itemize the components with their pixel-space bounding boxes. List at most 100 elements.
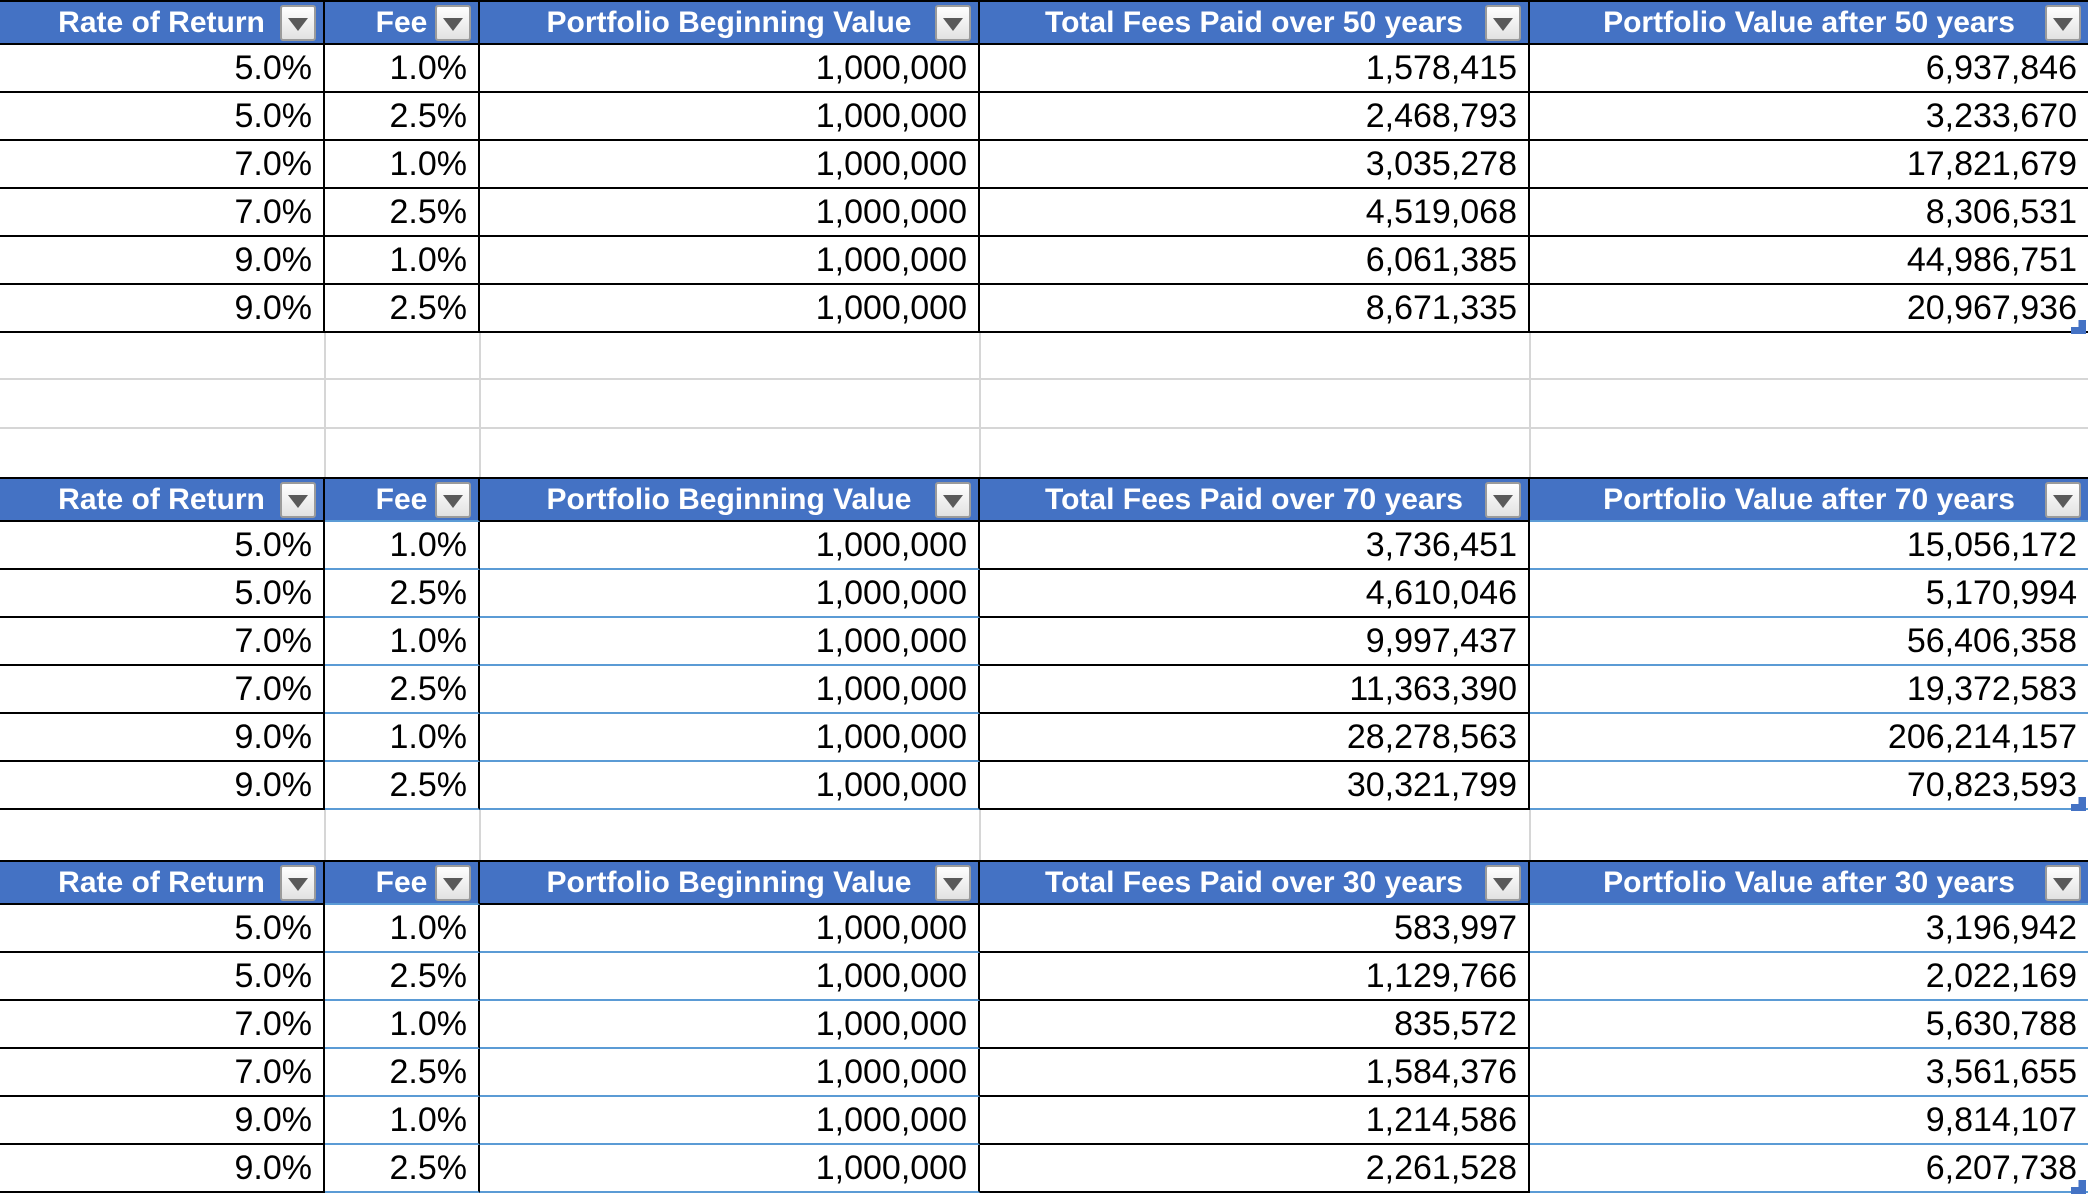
cell[interactable]: 5,170,994 (1530, 570, 2088, 618)
cell[interactable]: 1,129,766 (980, 953, 1530, 1001)
cell[interactable]: 1,000,000 (480, 1097, 980, 1145)
column-header[interactable]: Fee (325, 479, 480, 522)
cell[interactable]: 9.0% (0, 1097, 325, 1145)
cell[interactable]: 1,000,000 (480, 762, 980, 810)
filter-dropdown-button[interactable] (1485, 864, 1521, 901)
cell[interactable]: 1.0% (325, 522, 480, 570)
cell[interactable]: 1.0% (325, 1001, 480, 1049)
cell[interactable]: 5,630,788 (1530, 1001, 2088, 1049)
cell[interactable]: 9,997,437 (980, 618, 1530, 666)
column-header[interactable]: Rate of Return (0, 479, 325, 522)
cell[interactable]: 1,000,000 (480, 237, 980, 285)
cell[interactable]: 15,056,172 (1530, 522, 2088, 570)
cell[interactable]: 44,986,751 (1530, 237, 2088, 285)
cell[interactable]: 7.0% (0, 618, 325, 666)
column-header[interactable]: Portfolio Beginning Value (480, 2, 980, 45)
cell[interactable]: 835,572 (980, 1001, 1530, 1049)
cell[interactable]: 3,196,942 (1530, 905, 2088, 953)
cell[interactable]: 4,610,046 (980, 570, 1530, 618)
cell[interactable]: 1,584,376 (980, 1049, 1530, 1097)
cell[interactable]: 5.0% (0, 93, 325, 141)
cell[interactable]: 5.0% (0, 905, 325, 953)
cell[interactable]: 3,035,278 (980, 141, 1530, 189)
filter-dropdown-button[interactable] (435, 481, 471, 518)
cell[interactable]: 1.0% (325, 905, 480, 953)
cell[interactable]: 1,000,000 (480, 522, 980, 570)
cell[interactable]: 2.5% (325, 953, 480, 1001)
cell[interactable]: 1,000,000 (480, 618, 980, 666)
cell[interactable]: 1,000,000 (480, 141, 980, 189)
cell[interactable]: 9.0% (0, 237, 325, 285)
cell[interactable]: 1,000,000 (480, 1145, 980, 1193)
cell[interactable]: 2.5% (325, 1145, 480, 1193)
cell[interactable]: 6,061,385 (980, 237, 1530, 285)
cell[interactable]: 1.0% (325, 714, 480, 762)
cell[interactable]: 3,561,655 (1530, 1049, 2088, 1097)
filter-dropdown-button[interactable] (1485, 481, 1521, 518)
cell[interactable]: 19,372,583 (1530, 666, 2088, 714)
cell[interactable]: 5.0% (0, 45, 325, 93)
column-header[interactable]: Rate of Return (0, 862, 325, 905)
cell[interactable]: 30,321,799 (980, 762, 1530, 810)
cell[interactable]: 9.0% (0, 1145, 325, 1193)
cell[interactable]: 2.5% (325, 570, 480, 618)
cell[interactable]: 2.5% (325, 1049, 480, 1097)
cell[interactable]: 2,468,793 (980, 93, 1530, 141)
cell[interactable]: 7.0% (0, 141, 325, 189)
cell[interactable]: 3,736,451 (980, 522, 1530, 570)
filter-dropdown-button[interactable] (935, 4, 971, 41)
cell[interactable]: 9.0% (0, 714, 325, 762)
cell[interactable]: 2.5% (325, 762, 480, 810)
filter-dropdown-button[interactable] (935, 481, 971, 518)
cell[interactable]: 5.0% (0, 570, 325, 618)
cell[interactable]: 1.0% (325, 1097, 480, 1145)
cell[interactable]: 7.0% (0, 666, 325, 714)
filter-dropdown-button[interactable] (435, 4, 471, 41)
filter-dropdown-button[interactable] (280, 864, 316, 901)
cell[interactable]: 6,937,846 (1530, 45, 2088, 93)
column-header[interactable]: Fee (325, 862, 480, 905)
cell[interactable]: 17,821,679 (1530, 141, 2088, 189)
cell[interactable]: 3,233,670 (1530, 93, 2088, 141)
filter-dropdown-button[interactable] (2045, 481, 2081, 518)
cell[interactable]: 1,000,000 (480, 570, 980, 618)
column-header[interactable]: Fee (325, 2, 480, 45)
cell[interactable]: 2.5% (325, 666, 480, 714)
cell[interactable]: 1,578,415 (980, 45, 1530, 93)
column-header[interactable]: Portfolio Value after 50 years (1530, 2, 2088, 45)
cell[interactable]: 1.0% (325, 141, 480, 189)
column-header[interactable]: Portfolio Value after 70 years (1530, 479, 2088, 522)
cell[interactable]: 1,000,000 (480, 1049, 980, 1097)
filter-dropdown-button[interactable] (2045, 864, 2081, 901)
column-header[interactable]: Rate of Return (0, 2, 325, 45)
cell[interactable]: 56,406,358 (1530, 618, 2088, 666)
cell[interactable]: 9.0% (0, 762, 325, 810)
cell[interactable]: 7.0% (0, 189, 325, 237)
cell[interactable]: 4,519,068 (980, 189, 1530, 237)
column-header[interactable]: Total Fees Paid over 30 years (980, 862, 1530, 905)
cell[interactable]: 583,997 (980, 905, 1530, 953)
column-header[interactable]: Total Fees Paid over 50 years (980, 2, 1530, 45)
filter-dropdown-button[interactable] (280, 481, 316, 518)
cell[interactable]: 2.5% (325, 285, 480, 333)
cell[interactable]: 5.0% (0, 522, 325, 570)
filter-dropdown-button[interactable] (1485, 4, 1521, 41)
cell[interactable]: 1,000,000 (480, 93, 980, 141)
cell[interactable]: 20,967,936 (1530, 285, 2088, 333)
column-header[interactable]: Portfolio Beginning Value (480, 479, 980, 522)
cell[interactable]: 1,000,000 (480, 666, 980, 714)
cell[interactable]: 9,814,107 (1530, 1097, 2088, 1145)
filter-dropdown-button[interactable] (2045, 4, 2081, 41)
cell[interactable]: 1,000,000 (480, 714, 980, 762)
cell[interactable]: 6,207,738 (1530, 1145, 2088, 1193)
cell[interactable]: 1,000,000 (480, 1001, 980, 1049)
cell[interactable]: 206,214,157 (1530, 714, 2088, 762)
cell[interactable]: 11,363,390 (980, 666, 1530, 714)
cell[interactable]: 1,000,000 (480, 905, 980, 953)
cell[interactable]: 7.0% (0, 1001, 325, 1049)
cell[interactable]: 2.5% (325, 93, 480, 141)
filter-dropdown-button[interactable] (280, 4, 316, 41)
cell[interactable]: 8,306,531 (1530, 189, 2088, 237)
cell[interactable]: 1.0% (325, 618, 480, 666)
cell[interactable]: 1,214,586 (980, 1097, 1530, 1145)
